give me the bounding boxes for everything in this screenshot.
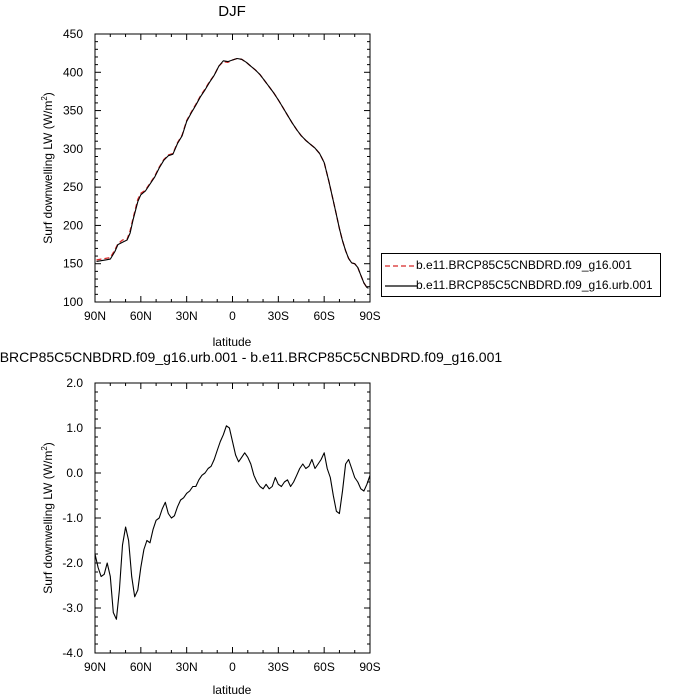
x-tick-label: 0: [229, 660, 236, 674]
y-tick-label: -3.0: [62, 601, 83, 615]
x-tick-label: 30S: [268, 309, 289, 323]
bottom-x-ticks: 90N 60N 30N 0 30S 60S 90S: [84, 383, 381, 674]
top-plot-frame: [94, 33, 371, 303]
y-tick-label: 300: [63, 142, 83, 156]
x-tick-label: 60S: [313, 660, 334, 674]
y-tick-label: -2.0: [62, 556, 83, 570]
top-x-axis-label: latitude: [213, 335, 252, 349]
x-tick-label: 0: [229, 309, 236, 323]
legend-entry-urb: b.e11.BRCP85C5CNBDRD.f09_g16.urb.001: [382, 276, 660, 296]
x-tick-label: 90S: [359, 309, 380, 323]
legend-label-base: b.e11.BRCP85C5CNBDRD.f09_g16.001: [416, 258, 632, 272]
top-title: DJF: [218, 3, 246, 20]
x-tick-label: 90S: [359, 660, 380, 674]
x-tick-label: 60S: [313, 309, 334, 323]
legend: b.e11.BRCP85C5CNBDRD.f09_g16.001 b.e11.B…: [381, 253, 661, 297]
bottom-plot-frame: [94, 382, 371, 654]
bottom-plot-lines: [94, 425, 371, 620]
top-x-ticks: 90N 60N 30N 0 30S 60S 90S: [84, 34, 381, 323]
x-tick-label: 30S: [268, 660, 289, 674]
series-line-1: [94, 425, 371, 620]
x-tick-label: 60N: [130, 309, 152, 323]
y-tick-label: -4.0: [62, 646, 83, 660]
top-plot-lines: [96, 57, 369, 289]
x-tick-label: 30N: [176, 309, 198, 323]
bottom-x-axis-label: latitude: [213, 683, 252, 697]
series-line-2: [96, 57, 369, 289]
legend-swatch-solid-black: [385, 285, 417, 287]
y-tick-label: 450: [63, 27, 83, 41]
top-y-ticks: 100 150 200 250 300 350 400 450: [63, 27, 370, 309]
bottom-panel: b.e11.BRCP85C5CNBDRD.f09_g16.urb.001 - b…: [0, 349, 502, 697]
y-tick-label: 400: [63, 65, 83, 79]
y-tick-label: 2.0: [66, 376, 83, 390]
y-tick-label: 250: [63, 180, 83, 194]
y-tick-label: 0.0: [66, 466, 83, 480]
y-tick-label: 150: [63, 257, 83, 271]
top-y-axis-label: Surf downwelling LW (W/m2): [40, 92, 55, 244]
y-tick-label: 200: [63, 218, 83, 232]
top-panel: DJF 90N 60N 30N 0 30S 60S 90S 100 150 200 250 300 3…: [40, 3, 381, 349]
legend-label-urb: b.e11.BRCP85C5CNBDRD.f09_g16.urb.001: [416, 278, 653, 292]
bottom-y-axis-label: Surf downwelling LW (W/m2): [40, 442, 55, 594]
bottom-y-ticks: -4.0 -3.0 -2.0 -1.0 0.0 1.0 2.0: [62, 376, 370, 660]
legend-swatch-dashed-red: [385, 265, 417, 267]
series-line-1: [96, 57, 369, 289]
x-tick-label: 60N: [130, 660, 152, 674]
legend-entry-base: b.e11.BRCP85C5CNBDRD.f09_g16.001: [382, 256, 660, 276]
x-tick-label: 90N: [84, 309, 106, 323]
y-tick-label: 350: [63, 104, 83, 118]
y-tick-label: 100: [63, 295, 83, 309]
y-tick-label: 1.0: [66, 421, 83, 435]
bottom-title: b.e11.BRCP85C5CNBDRD.f09_g16.urb.001 - b…: [0, 349, 502, 365]
x-tick-label: 30N: [176, 660, 198, 674]
x-tick-label: 90N: [84, 660, 106, 674]
y-tick-label: -1.0: [62, 511, 83, 525]
